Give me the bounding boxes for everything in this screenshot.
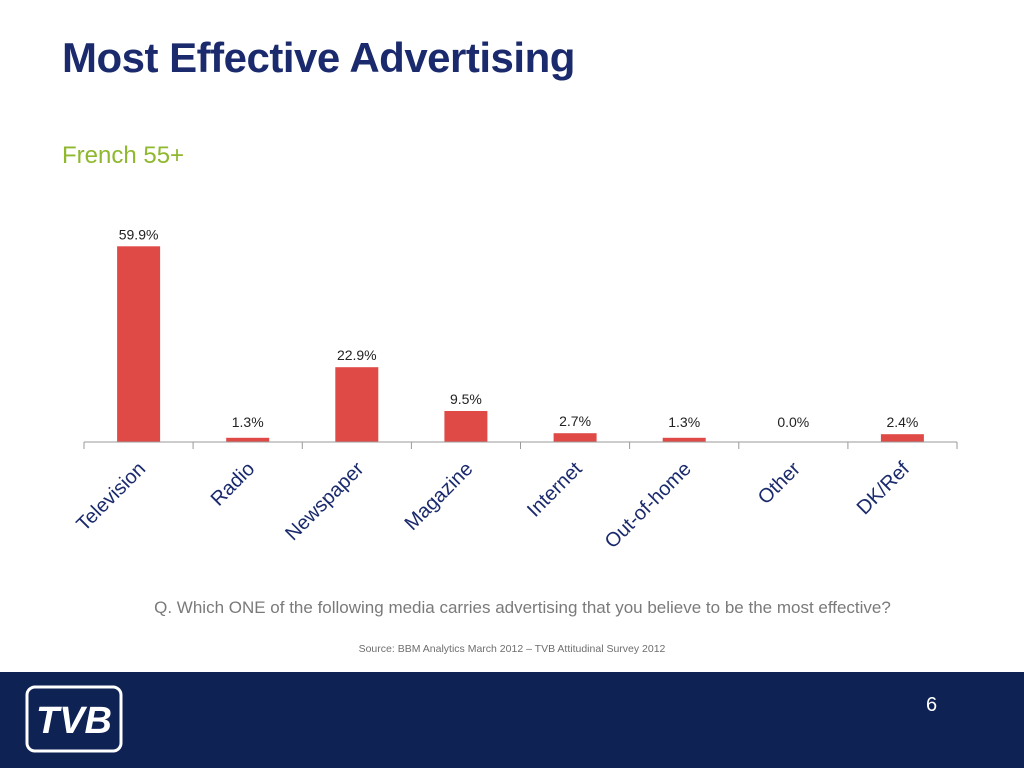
data-label: 1.3% [668,414,700,430]
category-label: Out-of-home [601,458,696,553]
footer-bar: TVB 6 [0,672,1024,768]
data-label: 0.0% [777,414,809,430]
bar-chart: 59.9% Television 1.3% Radio 22.9% Newspaper 9.… [72,226,958,553]
data-label: 1.3% [232,414,264,430]
survey-question: Q. Which ONE of the following media carr… [154,598,891,617]
bar [880,434,924,442]
category-label: DK/Ref [853,458,914,519]
bar [444,411,488,442]
tvb-logo: TVB [25,685,123,753]
bar [662,437,706,442]
bar [226,437,270,442]
data-label: 2.7% [559,413,591,429]
source-note: Source: BBM Analytics March 2012 – TVB A… [358,643,666,655]
data-label: 9.5% [450,391,482,407]
bar [553,433,597,442]
logo-text: TVB [36,700,112,742]
category-label: Newspaper [281,458,368,545]
category-label: Other [754,458,805,509]
data-label: 22.9% [337,347,377,363]
category-label: Internet [523,458,587,522]
category-label: Television [72,458,150,536]
category-label: Magazine [401,458,478,535]
bar [335,367,379,442]
page-number: 6 [926,694,938,716]
bar [117,246,161,442]
category-label: Radio [207,458,260,511]
data-label: 2.4% [886,414,918,430]
slide-title: Most Effective Advertising [62,34,575,81]
slide-subtitle: French 55+ [62,142,185,169]
data-label: 59.9% [119,226,159,242]
